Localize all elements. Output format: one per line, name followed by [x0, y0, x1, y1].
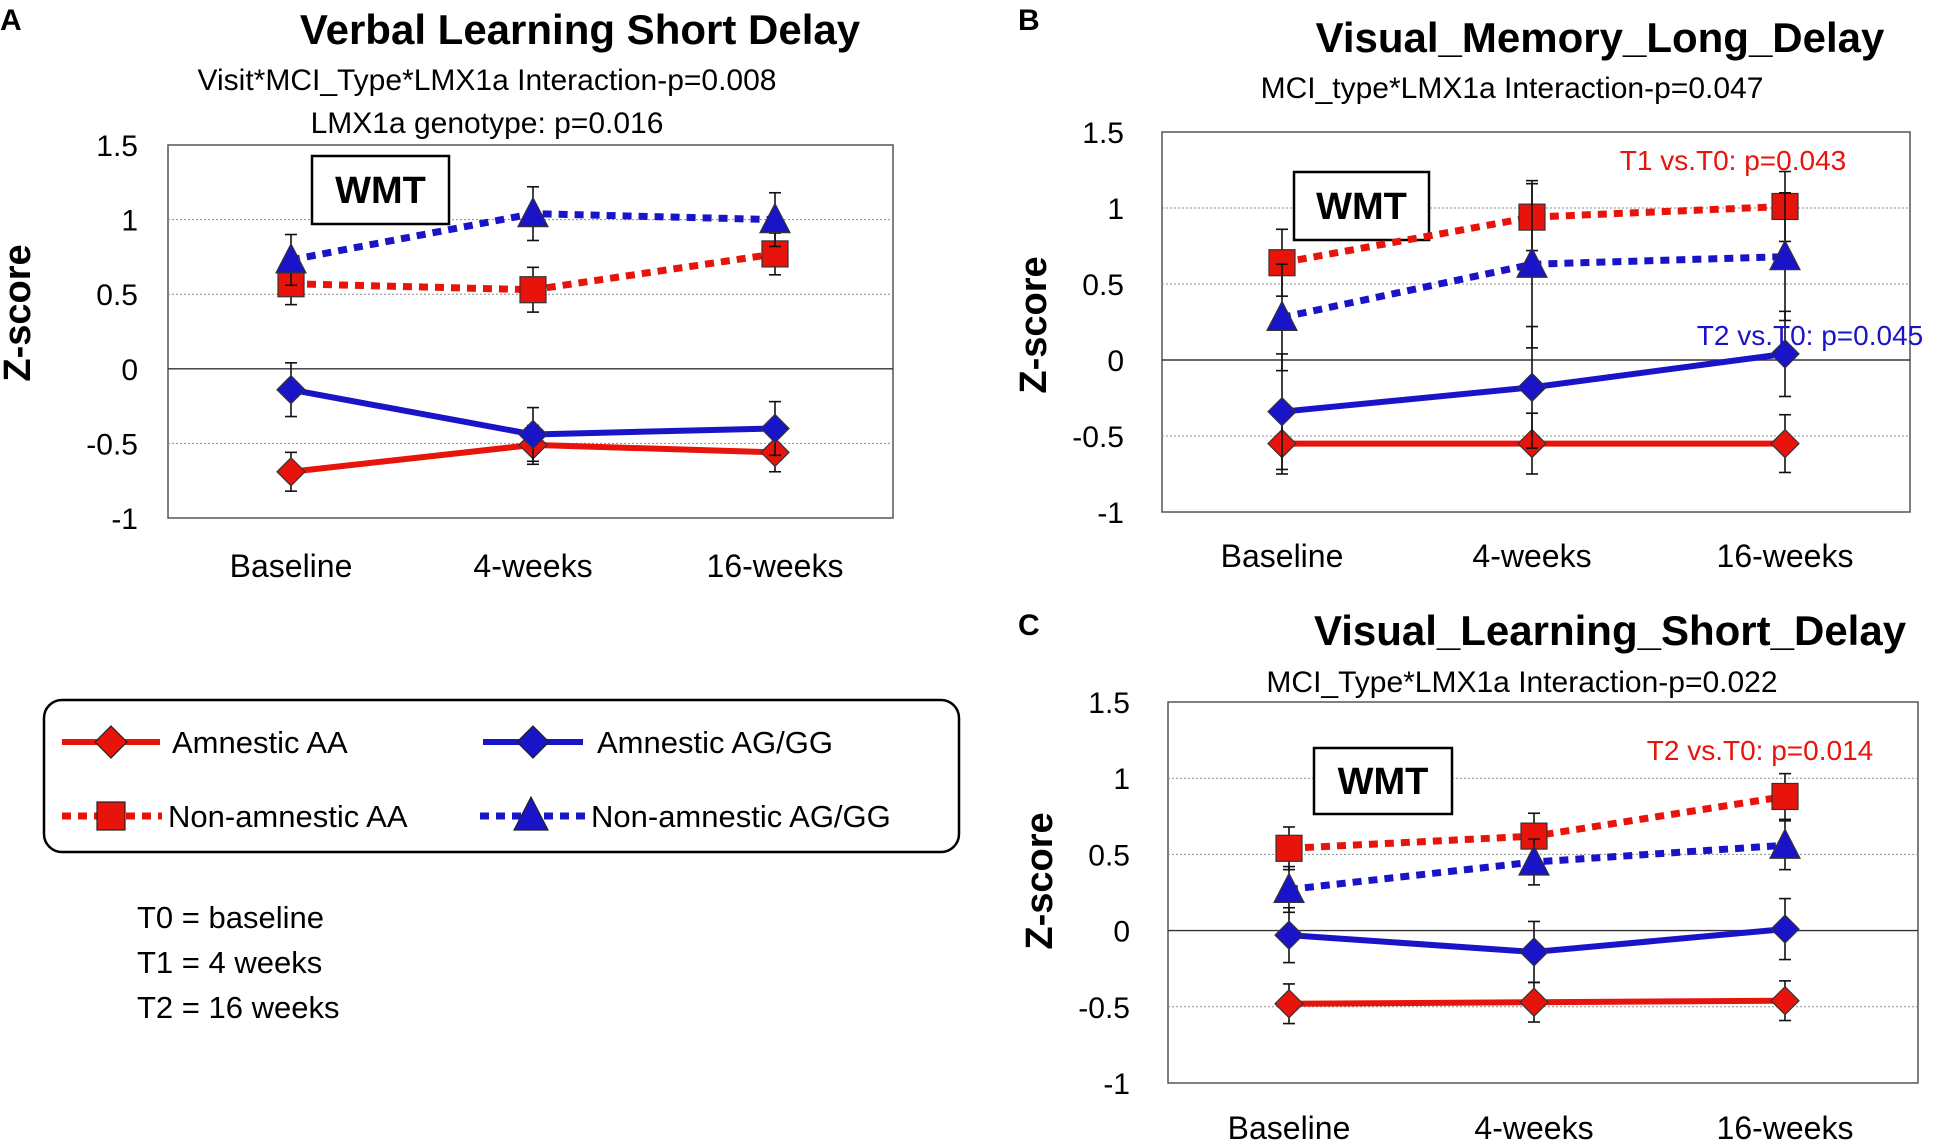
- panel-b-annotation: T2 vs.T0: p=0.045: [1697, 320, 1923, 351]
- panel-b-wmt-box: [1292, 170, 1431, 242]
- panel-c-point-nonamnestic_aa: [1771, 782, 1799, 811]
- panel-b-ytick-label: 1.5: [1082, 117, 1124, 150]
- panel-b-xtick-label: 4-weeks: [1472, 538, 1591, 574]
- legend-label-amnestic-ag: Amnestic AG/GG: [597, 725, 833, 760]
- panel-c-point-nonamnestic_aa: [1275, 834, 1303, 862]
- panel-c-point-amnestic_ag: [1770, 914, 1800, 944]
- panel-c-ytick-label: 1: [1113, 763, 1130, 796]
- panel-a-plot: 1.5 1 0.5 0 -0.5 -1 Baseline 4-weeks 16-weeks Z-s…: [0, 130, 894, 584]
- legend-marker-amnestic-ag: [516, 725, 550, 759]
- panel-b-wmt-label: WMT: [1316, 186, 1407, 228]
- panel-a-wmt-box: [310, 154, 451, 226]
- panel-a-point-amnestic_ag: [518, 419, 548, 450]
- legend-marker-nonamnestic-ag: [513, 795, 549, 831]
- panel-c-annotation: T2 vs.T0: p=0.014: [1647, 735, 1873, 766]
- panel-c-ylabel: Z-score: [1019, 812, 1061, 949]
- panel-c-point-nonamnestic_ag: [1273, 872, 1305, 904]
- panel-c-point-amnestic_ag: [1519, 937, 1549, 967]
- panel-a-xtick-label: 4-weeks: [473, 548, 592, 584]
- panel-c-point-amnestic_ag: [1274, 920, 1304, 951]
- panel-a-xtick-label: Baseline: [230, 548, 353, 584]
- legend: Amnestic AA Amnestic AG/GG Non-amnestic …: [42, 698, 961, 854]
- panel-a-ytick-label: -1: [111, 503, 138, 536]
- panel-a-ytick-label: -0.5: [86, 428, 138, 461]
- legend-marker-amnestic-aa: [94, 725, 128, 759]
- panel-c-title: Visual_Learning_Short_Delay: [1314, 607, 1907, 654]
- panel-letter-b: B: [1018, 4, 1040, 37]
- panel-c-wmt-box: [1312, 746, 1454, 816]
- note-t1: T1 = 4 weeks: [137, 945, 322, 980]
- panel-a-ytick-label: 1: [121, 205, 138, 238]
- panel-b-ytick-label: 0: [1107, 345, 1124, 378]
- panel-b-annotation: T1 vs.T0: p=0.043: [1620, 145, 1846, 176]
- panel-a-title: Verbal Learning Short Delay: [300, 6, 861, 53]
- panel-a-wmt-label: WMT: [335, 170, 426, 212]
- panel-b-ytick-label: -1: [1097, 497, 1124, 530]
- panel-b-ytick-label: 1: [1107, 193, 1124, 226]
- panel-a-point-amnestic_ag: [276, 374, 306, 405]
- panel-b-xtick-label: 16-weeks: [1717, 538, 1854, 574]
- panel-b-plot: 1.5 1 0.5 0 -0.5 -1 Baseline 4-weeks 16-weeks Z-s…: [1013, 117, 1923, 574]
- panel-b-title: Visual_Memory_Long_Delay: [1316, 14, 1885, 61]
- legend-label-nonamnestic-ag: Non-amnestic AG/GG: [591, 799, 891, 834]
- panel-b-ytick-label: 0.5: [1082, 269, 1124, 302]
- panel-c-ytick-label: -0.5: [1078, 992, 1130, 1025]
- panel-c-point-amnestic_aa: [1274, 988, 1304, 1019]
- panel-a-point-nonamnestic_aa: [519, 276, 547, 304]
- panel-c-xtick-label: 4-weeks: [1474, 1110, 1593, 1145]
- panel-c-point-nonamnestic_ag: [1769, 827, 1801, 859]
- panel-b-ylabel: Z-score: [1013, 256, 1055, 393]
- panel-b-subtitle-1: MCI_type*LMX1a Interaction-p=0.047: [1261, 72, 1764, 105]
- panel-c-ytick-label: 1.5: [1088, 687, 1130, 720]
- panel-b-ytick-label: -0.5: [1072, 421, 1124, 454]
- panel-b-point-amnestic_ag: [1267, 396, 1297, 427]
- panel-a-ylabel: Z-score: [0, 244, 39, 381]
- panel-c-wmt-label: WMT: [1338, 761, 1429, 803]
- panel-b-point-nonamnestic_ag: [1769, 239, 1801, 271]
- note-t2: T2 = 16 weeks: [137, 990, 339, 1025]
- panel-c-ytick-label: 0: [1113, 916, 1130, 949]
- panel-b-xtick-label: Baseline: [1221, 538, 1344, 574]
- panel-letter-a: A: [0, 4, 22, 37]
- panel-a-ytick-label: 0.5: [96, 279, 138, 312]
- panel-c-subtitle-1: MCI_Type*LMX1a Interaction-p=0.022: [1266, 666, 1777, 699]
- panel-c-xtick-label: 16-weeks: [1717, 1110, 1854, 1145]
- panel-b-point-nonamnestic_ag: [1516, 246, 1548, 278]
- panel-a-point-amnestic_ag: [760, 413, 790, 444]
- panel-b-point-amnestic_ag: [1770, 339, 1800, 369]
- legend-marker-nonamnestic-aa: [96, 801, 126, 831]
- panel-b-series-line-nonamnestic_aa: [1281, 202, 1786, 267]
- legend-frame: [42, 698, 961, 854]
- panel-c-point-nonamnestic_ag: [1518, 844, 1550, 876]
- panel-b-point-nonamnestic_ag: [1266, 300, 1298, 332]
- panel-a-subtitle-2: LMX1a genotype: p=0.016: [311, 107, 664, 140]
- panel-a-xtick-label: 16-weeks: [707, 548, 844, 584]
- panel-c-ytick-label: 0.5: [1088, 839, 1130, 872]
- panel-c-point-amnestic_aa: [1770, 985, 1800, 1016]
- panel-c-plot: 1.5 1 0.5 0 -0.5 -1 Baseline 4-weeks 16-weeks Z-s…: [1019, 687, 1919, 1145]
- panel-c-xtick-label: Baseline: [1228, 1110, 1351, 1145]
- panel-b-series-line-nonamnestic_ag: [1281, 253, 1786, 321]
- legend-label-nonamnestic-aa: Non-amnestic AA: [168, 799, 408, 834]
- panel-letter-c: C: [1018, 609, 1040, 642]
- panel-a-point-nonamnestic_ag: [275, 242, 307, 274]
- panel-a-point-nonamnestic_ag: [517, 196, 549, 228]
- panel-a-point-amnestic_aa: [276, 456, 306, 487]
- legend-label-amnestic-aa: Amnestic AA: [172, 725, 348, 760]
- note-t0: T0 = baseline: [137, 900, 324, 935]
- panel-b-point-amnestic_ag: [1517, 372, 1547, 403]
- panel-a-ytick-label: 1.5: [96, 130, 138, 163]
- panel-c-ytick-label: -1: [1103, 1068, 1130, 1101]
- panel-a-ytick-label: 0: [121, 354, 138, 387]
- panel-a-subtitle-1: Visit*MCI_Type*LMX1a Interaction-p=0.008: [198, 64, 777, 97]
- panel-a-point-nonamnestic_ag: [759, 202, 791, 234]
- panel-c-point-amnestic_aa: [1519, 987, 1549, 1018]
- panel-b-point-amnestic_aa: [1770, 428, 1800, 459]
